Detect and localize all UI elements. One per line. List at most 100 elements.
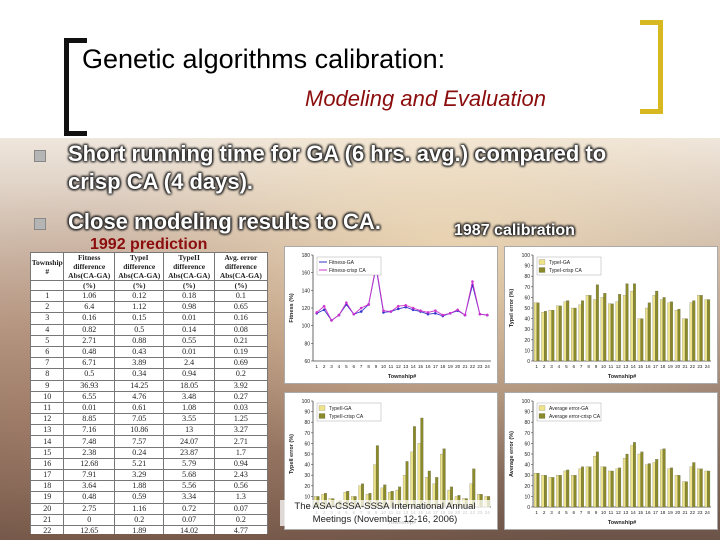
x-tick-label: 14	[631, 510, 637, 515]
table-unit: (%)	[213, 280, 268, 291]
y-tick-label: 70	[524, 431, 530, 437]
bar	[637, 453, 641, 508]
table-cell: 21	[30, 513, 65, 526]
bar	[637, 318, 641, 362]
x-tick-label: 21	[462, 364, 468, 369]
table-cell: 1.06	[63, 289, 115, 303]
table-cell: 5.21	[113, 457, 165, 471]
table-row: 13 7.16 10.86 13 3.27	[30, 424, 268, 437]
table-cell: 22	[30, 524, 65, 534]
footer-caption: The ASA-CSSA-SSSA International Annual M…	[280, 500, 490, 526]
bar	[578, 304, 582, 362]
table-cell: 0.19	[213, 345, 268, 359]
bar	[618, 294, 622, 362]
table-cell: 12.68	[63, 457, 115, 471]
data-point	[322, 308, 326, 312]
bar	[573, 475, 577, 508]
bar	[633, 442, 636, 508]
y-tick-label: 10	[524, 348, 530, 354]
table-header: TypeII difference Abs(CA-GA)	[163, 252, 215, 281]
x-tick-label: 21	[682, 510, 688, 515]
table-cell: 1.16	[113, 502, 165, 515]
table-cell: 2.43	[213, 468, 268, 482]
legend-box	[536, 402, 602, 422]
table-cell: 11	[30, 401, 65, 415]
x-tick-label: 4	[558, 364, 561, 369]
y-tick-label: 70	[304, 431, 310, 437]
bullet-1-line-1: Short running time for GA (6 hrs. avg.) …	[68, 141, 607, 166]
bar	[610, 470, 614, 508]
label-1987-calibration: 1987 calibration	[454, 222, 575, 239]
data-point	[434, 312, 437, 315]
data-point	[345, 301, 348, 304]
table-cell: 8	[30, 368, 65, 381]
x-tick-label: 17	[433, 364, 439, 369]
bar	[645, 464, 649, 508]
data-point	[367, 303, 370, 306]
table-cell: 0.27	[213, 390, 268, 403]
x-axis-label: Township#	[608, 374, 636, 380]
x-tick-label: 15	[638, 364, 644, 369]
table-cell: 5.68	[163, 468, 215, 482]
table-cell: 5.56	[163, 480, 215, 493]
y-tick-label: 90	[524, 410, 530, 416]
legend-swatch	[538, 405, 546, 411]
table-cell: 7.91	[63, 468, 115, 482]
y-tick-label: 0	[527, 505, 530, 511]
bar	[704, 299, 708, 362]
table-cell: 15	[30, 446, 65, 459]
y-axis-label: TypeI error (%)	[509, 289, 515, 328]
table-cell: 18	[30, 480, 65, 493]
bar	[692, 462, 696, 508]
table-row: 5 2.71 0.88 0.55 0.21	[30, 334, 268, 347]
y-axis-label: Average error (%)	[509, 431, 515, 477]
bar	[573, 307, 577, 362]
bar	[674, 475, 678, 508]
bar	[558, 305, 562, 362]
bar	[618, 467, 622, 508]
x-tick-label: 17	[653, 364, 659, 369]
legend-label: Fitness-GA	[329, 260, 355, 266]
data-point	[359, 306, 363, 310]
data-point	[382, 309, 385, 312]
legend-label: TypeI-GA	[549, 260, 571, 266]
x-tick-label: 8	[587, 364, 590, 369]
table-cell: 1.7	[213, 446, 268, 459]
table-cell: 14	[30, 435, 65, 448]
x-tick-label: 22	[690, 364, 696, 369]
bar	[536, 472, 540, 508]
table-cell: 0.01	[163, 345, 215, 359]
table-row: 6 0.48 0.43 0.01 0.19	[30, 345, 268, 359]
bar	[600, 466, 604, 508]
x-tick-label: 13	[623, 510, 629, 515]
x-tick-label: 16	[425, 364, 431, 369]
table-cell: 1	[30, 289, 65, 303]
y-tick-label: 80	[304, 341, 310, 347]
x-tick-label: 1	[315, 364, 318, 369]
bar	[689, 302, 693, 362]
data-point	[448, 312, 452, 315]
table-cell: 0.5	[63, 368, 115, 381]
x-tick-label: 19	[668, 364, 674, 369]
table-cell: 7.57	[113, 435, 165, 448]
table-row: 10 6.55 4.76 3.48 0.27	[30, 390, 268, 403]
y-tick-label: 80	[304, 420, 310, 426]
x-tick-label: 5	[565, 364, 568, 369]
table-cell: 0.48	[63, 491, 115, 504]
x-tick-label: 15	[638, 510, 644, 515]
table-cell: 0.18	[163, 289, 215, 303]
x-tick-label: 8	[367, 364, 370, 369]
x-tick-label: 14	[411, 364, 417, 369]
table-cell: 0.12	[113, 289, 165, 303]
table-cell: 5.79	[163, 457, 215, 471]
table-cell: 14.02	[163, 524, 215, 534]
legend-swatch	[538, 413, 546, 419]
table-cell: 0.61	[113, 401, 165, 415]
y-tick-label: 120	[302, 306, 311, 312]
x-tick-label: 1	[535, 364, 538, 369]
table-header: Township #	[30, 252, 65, 281]
table-cell: 3.29	[113, 468, 165, 482]
x-tick-label: 12	[616, 364, 622, 369]
bar	[667, 468, 671, 508]
table-cell: 1.88	[113, 480, 165, 493]
